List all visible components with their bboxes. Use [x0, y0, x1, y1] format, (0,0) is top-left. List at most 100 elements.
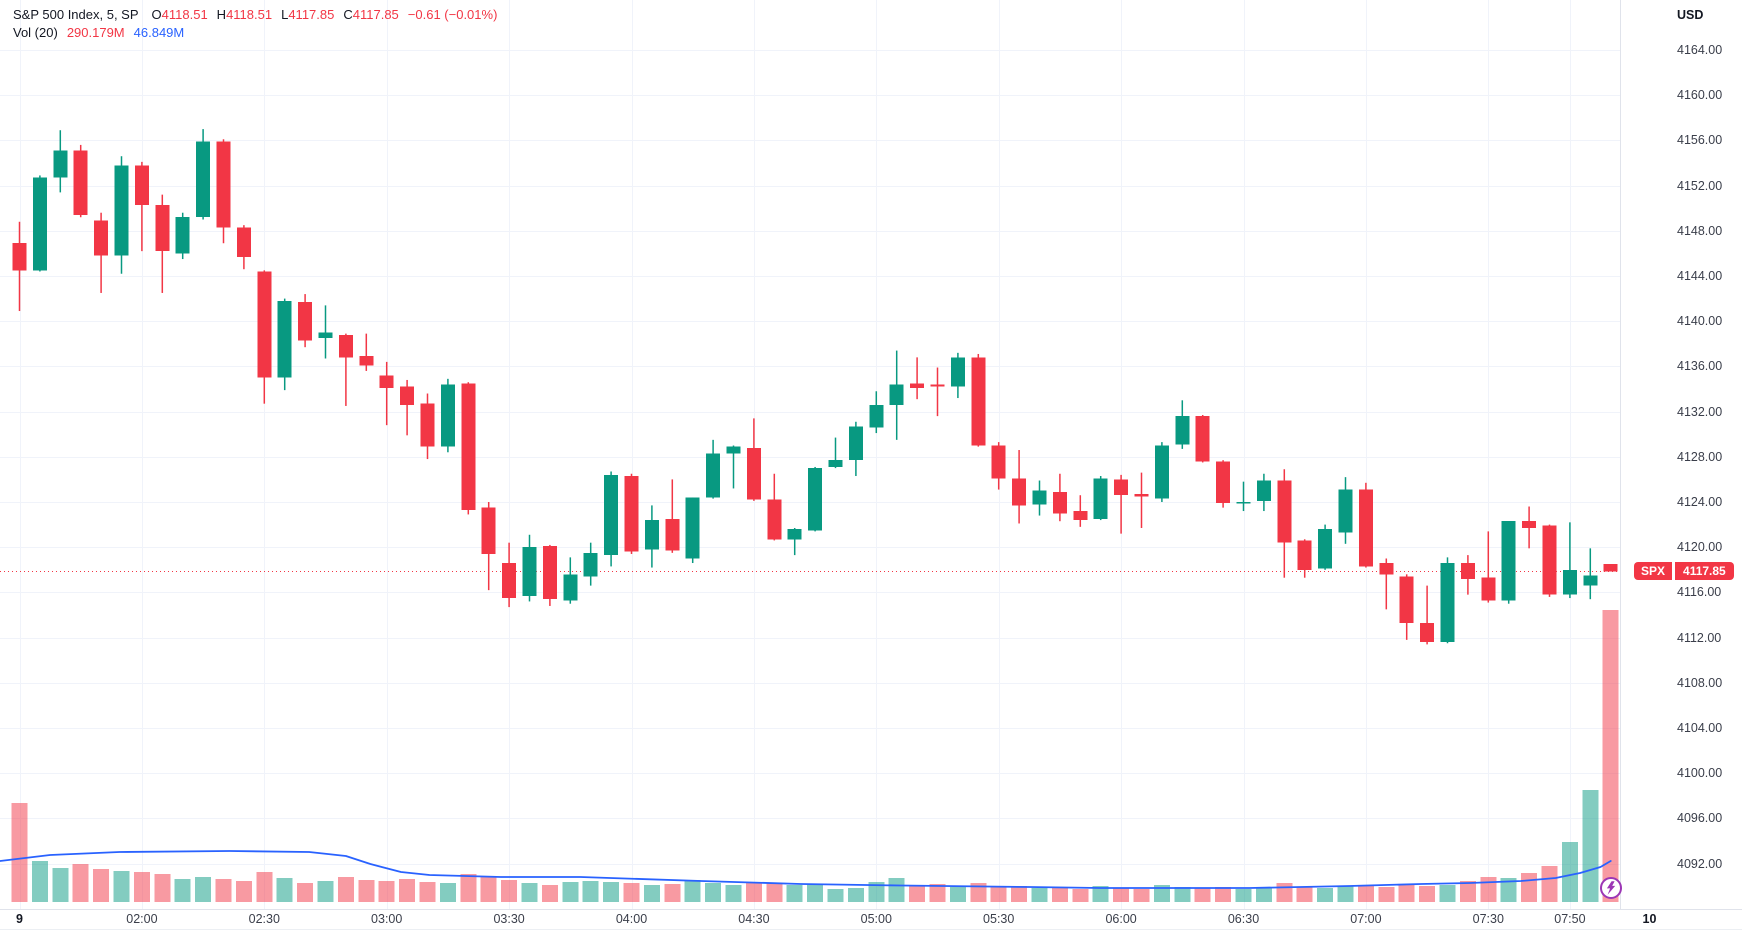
candle-body[interactable] [848, 426, 863, 461]
candle-wick [385, 361, 388, 426]
candle-body[interactable] [420, 403, 435, 447]
candle-wick [1242, 481, 1245, 512]
candle-body[interactable] [644, 520, 659, 550]
candle-body[interactable] [1481, 577, 1496, 601]
candle-body[interactable] [542, 546, 557, 600]
candle-body[interactable] [706, 453, 721, 498]
candle-body[interactable] [175, 217, 190, 254]
volume-bar [949, 887, 966, 902]
candle-body[interactable] [1134, 494, 1149, 497]
candle-body[interactable] [1440, 563, 1455, 643]
candle-body[interactable] [1603, 564, 1618, 572]
candle-body[interactable] [1420, 622, 1435, 643]
candle-body[interactable] [767, 499, 782, 540]
candle-body[interactable] [1114, 479, 1129, 496]
candle-body[interactable] [624, 476, 639, 552]
candle-body[interactable] [1195, 416, 1210, 462]
candle-body[interactable] [1583, 575, 1598, 586]
candle-body[interactable] [257, 271, 272, 378]
volume-bar [1011, 886, 1028, 902]
candle-body[interactable] [12, 243, 27, 271]
candle-body[interactable] [1175, 416, 1190, 445]
candle-body[interactable] [1277, 480, 1292, 543]
time-tick-label: 04:30 [738, 912, 770, 926]
candle-body[interactable] [685, 497, 700, 559]
candle-body[interactable] [114, 165, 129, 256]
candle-body[interactable] [1460, 563, 1475, 579]
candle-body[interactable] [808, 468, 823, 531]
lightning-icon [1600, 877, 1622, 899]
candle-body[interactable] [1318, 529, 1333, 569]
candle-body[interactable] [277, 300, 292, 378]
candle-body[interactable] [1399, 576, 1414, 623]
candle-body[interactable] [910, 383, 925, 388]
candle-body[interactable] [216, 141, 231, 228]
change-value: −0.61 (−0.01%) [407, 6, 498, 22]
candle-body[interactable] [481, 507, 496, 554]
candle-body[interactable] [1032, 490, 1047, 505]
candle-wick [1385, 558, 1388, 610]
candle-body[interactable] [134, 165, 149, 205]
price-tick-label: 4136.00 [1677, 359, 1723, 374]
candle-body[interactable] [828, 460, 843, 467]
volume-bar [664, 884, 681, 902]
candle-body[interactable] [1052, 491, 1067, 514]
candle-body[interactable] [665, 518, 680, 551]
instant-trading-button[interactable] [1599, 876, 1623, 900]
candle-body[interactable] [930, 384, 945, 387]
candle-wick [345, 333, 347, 406]
candle-body[interactable] [746, 447, 761, 500]
volume-bar [745, 882, 762, 902]
price-axis[interactable]: USD 4164.00 4160.00 4156.00 4152.00 4148.00 4… [1620, 0, 1742, 910]
candle-body[interactable] [32, 177, 47, 271]
candle-wick [1569, 522, 1571, 599]
candle-body[interactable] [1338, 489, 1353, 533]
candle-body[interactable] [1297, 540, 1312, 570]
candle-body[interactable] [1154, 445, 1169, 499]
candle-body[interactable] [971, 357, 986, 446]
candle-body[interactable] [318, 332, 333, 339]
candle-body[interactable] [94, 220, 109, 256]
candle-body[interactable] [1501, 521, 1516, 601]
time-axis[interactable]: 9 02:00 02:30 03:00 03:30 04:00 04:30 05:00 05:3… [0, 909, 1742, 930]
candle-body[interactable] [400, 386, 415, 405]
candle-body[interactable] [155, 204, 170, 252]
symbol-title[interactable]: S&P 500 Index, 5, SP [13, 6, 139, 22]
candle-body[interactable] [1562, 569, 1577, 595]
candle-body[interactable] [298, 301, 313, 341]
candle-body[interactable] [604, 474, 619, 556]
candle-body[interactable] [1358, 489, 1373, 567]
candle-body[interactable] [889, 384, 904, 405]
candle-body[interactable] [196, 141, 211, 218]
volume-indicator-label[interactable]: Vol (20) [13, 24, 58, 40]
candle-body[interactable] [236, 227, 251, 257]
candle-body[interactable] [950, 357, 965, 387]
candle-body[interactable] [726, 446, 741, 454]
candle-body[interactable] [787, 529, 802, 540]
candle-body[interactable] [53, 150, 68, 178]
candle-body[interactable] [1093, 478, 1108, 519]
candle-body[interactable] [359, 356, 374, 366]
candle-body[interactable] [1256, 480, 1271, 501]
candle-body[interactable] [1236, 502, 1251, 504]
candle-body[interactable] [1542, 525, 1557, 595]
candle-body[interactable] [338, 334, 353, 358]
candle-body[interactable] [522, 547, 537, 596]
candle-body[interactable] [1012, 478, 1027, 506]
candle-body[interactable] [869, 404, 884, 428]
candle-body[interactable] [991, 445, 1006, 479]
candle-body[interactable] [1522, 521, 1537, 528]
candle-body[interactable] [1073, 511, 1088, 521]
candle-body[interactable] [502, 563, 517, 599]
candle-body[interactable] [440, 384, 455, 447]
candle-body[interactable] [583, 552, 598, 577]
volume-bar [909, 886, 926, 902]
candle-body[interactable] [379, 375, 394, 388]
candle-body[interactable] [1379, 563, 1394, 575]
candle-body[interactable] [563, 574, 578, 601]
candle-body[interactable] [73, 150, 88, 215]
candle-body[interactable] [1216, 461, 1231, 504]
volume-bar [766, 883, 783, 902]
candle-body[interactable] [461, 383, 476, 510]
